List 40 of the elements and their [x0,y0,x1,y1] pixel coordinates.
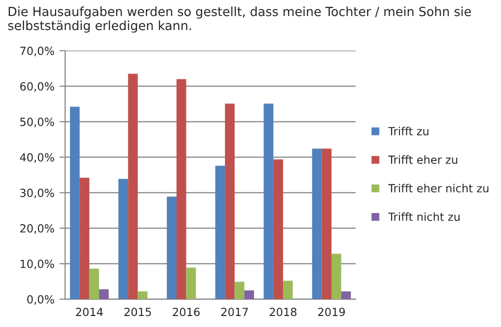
bar [234,282,244,300]
bar [215,166,225,300]
x-tick-label: 2019 [318,308,345,316]
x-tick-label: 2014 [76,308,103,316]
x-tick-label: 2018 [270,308,296,316]
bar [166,196,177,300]
y-tick-label: 40,0% [20,153,54,163]
bar [138,291,148,300]
y-tick-label: 70,0% [20,46,54,56]
bar [331,254,342,300]
bar [312,148,322,300]
chart-title: Die Hausaufgaben werden so gestellt, dass meine Tochter / mein Sohn sie selbstständig erledigen kann. [8,6,471,33]
bar [224,104,235,300]
x-tick-label: 2015 [124,308,151,316]
y-tick-label: 50,0% [20,118,54,128]
bar [118,178,128,300]
bar [264,104,274,300]
bar [128,74,138,300]
x-tick-label: 2017 [221,308,248,316]
y-tick-label: 30,0% [20,188,54,198]
bar [70,106,80,300]
bar [186,268,196,300]
y-tick-label: 20,0% [20,224,54,234]
bar [89,268,100,300]
y-tick-label: 0,0% [27,295,54,305]
y-tick-label: 10,0% [20,260,54,270]
bar [244,290,254,300]
y-tick-label: 60,0% [20,82,54,92]
legend-label: Trifft nicht zu [388,212,460,221]
x-tick-label: 2016 [172,308,200,316]
legend-label: Trifft eher zu [388,155,458,164]
legend-label: Trifft eher nicht zu [388,184,488,192]
legend-label: Trifft zu [388,126,428,136]
bar [273,159,284,300]
bar [99,289,109,300]
bar [176,79,186,300]
bar [80,178,90,300]
bar [322,148,332,300]
bar [283,280,293,300]
bar [341,291,351,300]
